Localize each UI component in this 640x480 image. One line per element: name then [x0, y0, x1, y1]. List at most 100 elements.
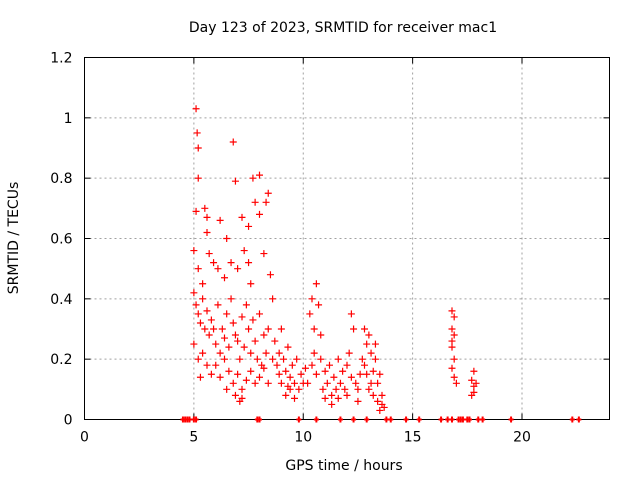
x-axis-tick-labels: 0 5 10 15 20 [80, 430, 531, 446]
data-point [345, 349, 353, 357]
data-point [192, 301, 200, 309]
data-point [194, 310, 202, 318]
zero-data-point [193, 416, 199, 423]
data-point [223, 310, 231, 318]
data-point [236, 397, 244, 405]
data-point [231, 177, 239, 185]
data-point [369, 367, 377, 375]
data-point [371, 340, 379, 348]
data-point [190, 340, 198, 348]
zero-data-point [351, 416, 357, 423]
data-point [269, 295, 277, 303]
zero-data-point [388, 416, 394, 423]
data-point [363, 340, 371, 348]
data-point [286, 373, 294, 381]
data-point [214, 265, 222, 273]
data-point [334, 355, 342, 363]
y-tick-label: 0.4 [50, 292, 72, 308]
x-tick-label: 5 [189, 430, 198, 446]
data-point [450, 331, 458, 339]
zero-data-point [257, 416, 262, 423]
zero-data-point [403, 416, 409, 423]
data-point [236, 355, 244, 363]
data-point [203, 361, 211, 369]
x-tick-label: 20 [513, 430, 531, 446]
data-point [365, 385, 373, 393]
data-point [328, 400, 336, 408]
data-point [210, 325, 218, 333]
data-point [264, 189, 272, 197]
data-point [253, 355, 261, 363]
data-point [361, 325, 368, 333]
data-point [201, 325, 209, 333]
data-point [330, 373, 338, 381]
data-point [231, 331, 239, 339]
data-point [295, 385, 303, 393]
data-point [284, 343, 292, 351]
data-point [470, 367, 478, 375]
data-point [245, 259, 253, 267]
zero-data-point [364, 416, 370, 423]
grid-lines [84, 57, 610, 420]
zero-data-point [337, 416, 343, 423]
data-point [234, 265, 242, 273]
data-point [227, 259, 235, 267]
zero-data-point [296, 416, 302, 423]
data-point [343, 361, 351, 369]
data-point [323, 379, 331, 387]
zero-data-point [467, 416, 472, 423]
data-point [341, 385, 349, 393]
data-point [280, 355, 288, 363]
data-point [352, 379, 360, 387]
data-point [339, 367, 347, 375]
data-point [269, 355, 277, 363]
data-point [223, 385, 231, 393]
y-tick-label: 0.2 [50, 352, 72, 368]
axis-ticks [84, 57, 610, 420]
data-point [247, 367, 255, 375]
data-point [193, 129, 201, 137]
data-point [190, 247, 198, 255]
data-point [448, 343, 456, 351]
data-point [199, 349, 207, 357]
data-point [343, 391, 351, 399]
data-point [196, 373, 204, 381]
data-point [317, 355, 325, 363]
data-point [363, 370, 371, 378]
y-tick-label: 0.8 [50, 171, 72, 187]
y-axis-label: SRMTID / TECUs [6, 182, 22, 295]
data-point [192, 207, 200, 215]
data-point [256, 310, 263, 318]
data-point [448, 364, 456, 372]
data-point [308, 295, 316, 303]
data-point [194, 144, 202, 152]
data-point [201, 204, 209, 212]
zero-data-point [576, 416, 582, 423]
data-point [264, 325, 272, 333]
data-point [277, 379, 285, 387]
data-point [234, 370, 242, 378]
zero-data-point [445, 416, 451, 423]
data-point [321, 394, 329, 402]
data-point [221, 355, 228, 363]
x-tick-label: 0 [80, 430, 89, 446]
data-point [306, 310, 314, 318]
data-point [247, 280, 255, 288]
data-point [376, 370, 384, 378]
data-point [249, 174, 257, 182]
data-point [266, 271, 274, 279]
data-point [310, 325, 318, 333]
data-point [262, 198, 270, 206]
zero-value-markers [180, 416, 582, 423]
data-point [207, 316, 215, 324]
data-point [247, 349, 255, 357]
data-point [238, 313, 246, 321]
data-point [354, 385, 362, 393]
zero-data-point [449, 416, 455, 423]
data-point [365, 331, 373, 339]
data-point [319, 385, 327, 393]
data-point [251, 379, 259, 387]
data-point [472, 379, 480, 387]
data-point [229, 379, 237, 387]
data-point [251, 337, 259, 345]
